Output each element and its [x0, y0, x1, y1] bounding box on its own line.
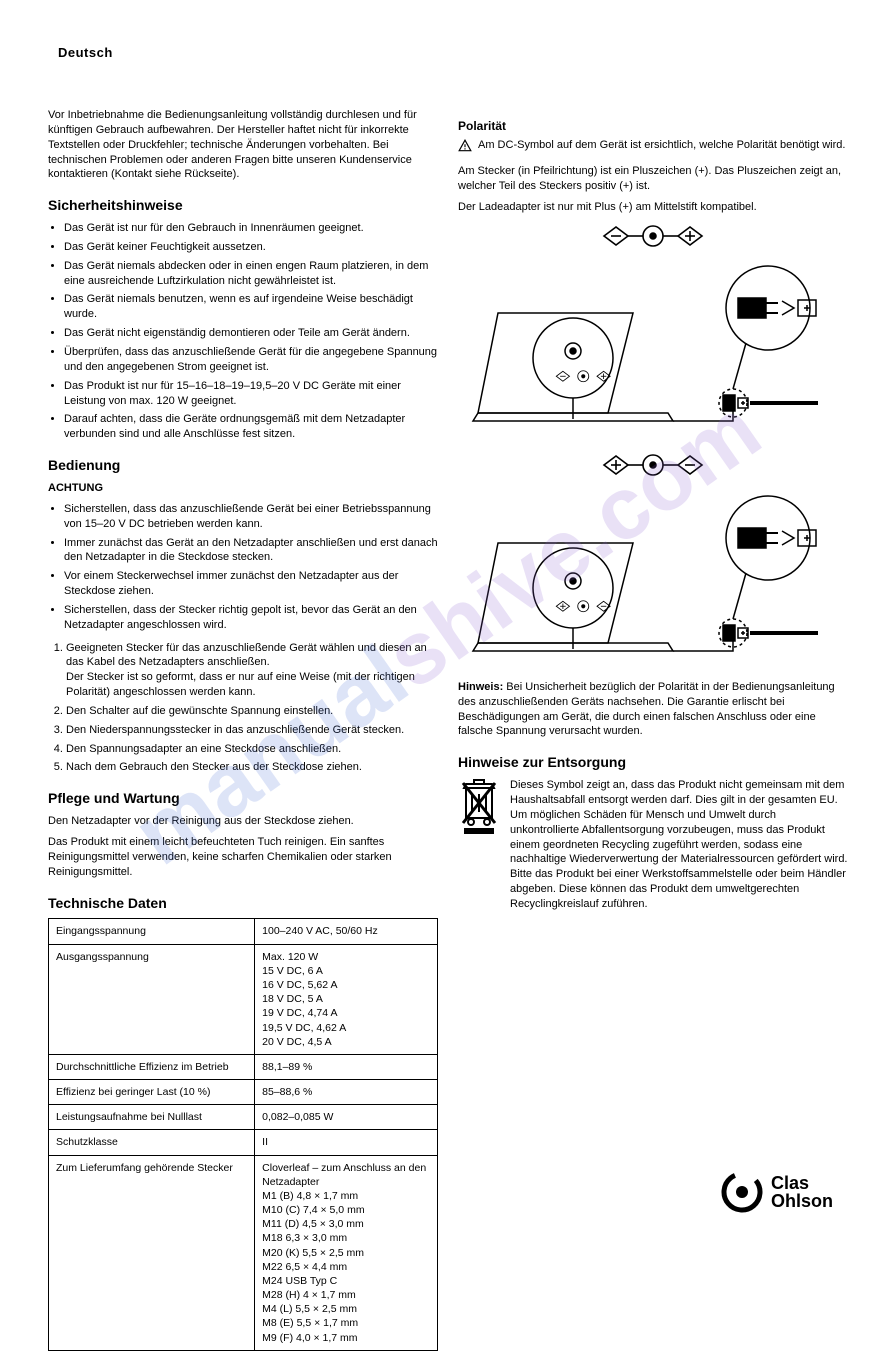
list-item: Das Gerät niemals benutzen, wenn es auf … [64, 292, 438, 322]
polarity-heading: Polarität [458, 118, 848, 134]
safety-heading: Sicherheitshinweise [48, 196, 438, 215]
list-item: Das Gerät keiner Feuchtigkeit aussetzen. [64, 240, 438, 255]
list-item: Den Schalter auf die gewünschte Spannung… [66, 704, 438, 719]
safety-list: Das Gerät ist nur für den Gebrauch in In… [64, 221, 438, 442]
table-row: Durchschnittliche Effizienz im Betrieb88… [49, 1054, 438, 1079]
care-heading: Pflege und Wartung [48, 789, 438, 808]
list-item: Das Gerät ist nur für den Gebrauch in In… [64, 221, 438, 236]
disposal-text: Dieses Symbol zeigt an, dass das Produkt… [510, 778, 848, 912]
polarity-note: Hinweis: Bei Unsicherheit bezüglich der … [458, 680, 848, 739]
table-row: AusgangsspannungMax. 120 W 15 V DC, 6 A … [49, 944, 438, 1054]
polarity-symbol-pos-center [458, 221, 848, 256]
list-item: Immer zunächst das Gerät an den Netzadap… [64, 536, 438, 566]
list-item: Nach dem Gebrauch den Stecker aus der St… [66, 760, 438, 775]
language-label: Deutsch [48, 40, 123, 66]
logo-icon [721, 1171, 763, 1213]
attention-list: Sicherstellen, dass das anzuschließende … [64, 502, 438, 633]
attention-label: ACHTUNG [48, 482, 103, 494]
care-p1: Den Netzadapter vor der Reinigung aus de… [48, 814, 438, 829]
care-p2: Das Produkt mit einem leicht befeuchtete… [48, 835, 438, 880]
warning-icon [458, 138, 472, 158]
polarity-p1: Am DC-Symbol auf dem Gerät ist ersichtli… [478, 138, 845, 153]
brand-logo: ClasOhlson [721, 1171, 833, 1213]
table-row: Zum Lieferumfang gehörende SteckerClover… [49, 1155, 438, 1350]
logo-text: ClasOhlson [771, 1174, 833, 1210]
laptop-diagram-neg-center [458, 493, 848, 668]
list-item: Den Spannungsadapter an eine Steckdose a… [66, 742, 438, 757]
list-item: Darauf achten, dass die Geräte ordnungsg… [64, 412, 438, 442]
specs-table: Eingangsspannung100–240 V AC, 50/60 Hz A… [48, 918, 438, 1350]
list-item: Vor einem Steckerwechsel immer zunächst … [64, 569, 438, 599]
table-row: Leistungsaufnahme bei Nulllast0,082–0,08… [49, 1105, 438, 1130]
list-item: Den Niederspannungsstecker in das anzusc… [66, 723, 438, 738]
list-item: Sicherstellen, dass das anzuschließende … [64, 502, 438, 532]
intro-text: Vor Inbetriebnahme die Bedienungsanleitu… [48, 108, 438, 182]
table-row: Effizienz bei geringer Last (10 %)85–88,… [49, 1080, 438, 1105]
weee-icon [458, 778, 500, 918]
list-item: Überprüfen, dass das anzuschließende Ger… [64, 345, 438, 375]
list-item: Das Gerät niemals abdecken oder in einen… [64, 259, 438, 289]
use-steps: Geeigneten Stecker für das anzuschließen… [66, 641, 438, 776]
list-item: Das Gerät nicht eigenständig demontieren… [64, 326, 438, 341]
table-row: SchutzklasseII [49, 1130, 438, 1155]
polarity-p3: Der Ladeadapter ist nur mit Plus (+) am … [458, 200, 848, 215]
right-column: Polarität Am DC-Symbol auf dem Gerät ist… [458, 108, 848, 918]
polarity-symbol-neg-center [458, 450, 848, 485]
list-item: Das Produkt ist nur für 15–16–18–19–19,5… [64, 379, 438, 409]
left-column: Vor Inbetriebnahme die Bedienungsanleitu… [48, 108, 438, 1351]
disposal-heading: Hinweise zur Entsorgung [458, 753, 848, 772]
list-item: Geeigneten Stecker für das anzuschließen… [66, 641, 438, 700]
specs-heading: Technische Daten [48, 894, 438, 913]
polarity-p2: Am Stecker (in Pfeilrichtung) ist ein Pl… [458, 164, 848, 194]
laptop-diagram-pos-center [458, 263, 848, 438]
use-heading: Bedienung [48, 456, 438, 475]
list-item: Sicherstellen, dass der Stecker richtig … [64, 603, 438, 633]
table-row: Eingangsspannung100–240 V AC, 50/60 Hz [49, 919, 438, 944]
